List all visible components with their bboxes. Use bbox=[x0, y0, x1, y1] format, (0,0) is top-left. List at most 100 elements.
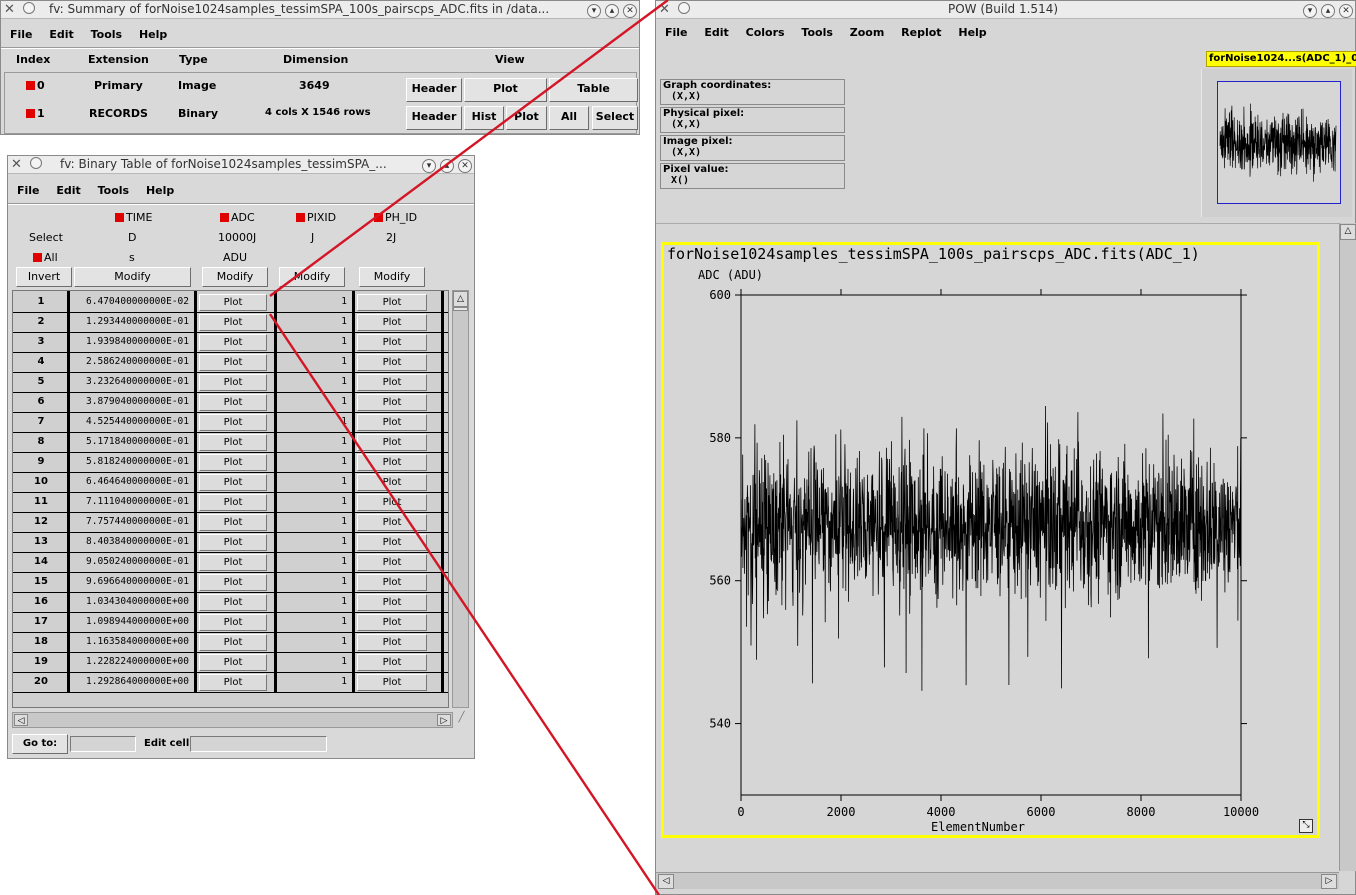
adc-plot-button[interactable]: Plot bbox=[199, 314, 267, 331]
select-all[interactable]: All bbox=[33, 251, 58, 264]
row-index[interactable]: 11 bbox=[34, 496, 48, 507]
time-cell[interactable]: 1.163584000000E+00 bbox=[86, 636, 189, 647]
menu-colors[interactable]: Colors bbox=[745, 26, 785, 39]
pixid-cell[interactable]: 1 bbox=[341, 316, 347, 327]
row1-plot-button[interactable]: Plot bbox=[506, 106, 547, 130]
edit-cell-input[interactable] bbox=[190, 736, 327, 752]
thumbnail-plot[interactable] bbox=[1217, 81, 1341, 204]
pixid-cell[interactable]: 1 bbox=[341, 356, 347, 367]
time-cell[interactable]: 7.757440000000E-01 bbox=[86, 516, 189, 527]
menu-tools[interactable]: Tools bbox=[97, 184, 130, 197]
menu-edit[interactable]: Edit bbox=[49, 28, 74, 41]
row-index[interactable]: 19 bbox=[34, 656, 48, 667]
scroll-right-icon[interactable]: ▷ bbox=[1321, 874, 1337, 889]
pixid-cell[interactable]: 1 bbox=[341, 616, 347, 627]
phid-plot-button[interactable]: Plot bbox=[357, 474, 427, 491]
row-index[interactable]: 3 bbox=[37, 336, 45, 347]
scroll-left-icon[interactable]: ◁ bbox=[658, 874, 674, 889]
adc-plot-button[interactable]: Plot bbox=[199, 594, 267, 611]
adc-plot-button[interactable]: Plot bbox=[199, 674, 267, 691]
row0-plot-button[interactable]: Plot bbox=[464, 78, 547, 102]
time-cell[interactable]: 1.939840000000E-01 bbox=[86, 336, 189, 347]
row-index[interactable]: 13 bbox=[34, 536, 48, 547]
column-checkbox[interactable] bbox=[296, 213, 305, 222]
row-index[interactable]: 1 bbox=[37, 296, 45, 307]
adc-plot-button[interactable]: Plot bbox=[199, 574, 267, 591]
phid-plot-button[interactable]: Plot bbox=[357, 414, 427, 431]
sticky-icon[interactable] bbox=[30, 157, 42, 169]
adc-plot-button[interactable]: Plot bbox=[199, 494, 267, 511]
row-index[interactable]: 10 bbox=[34, 476, 48, 487]
goto-input[interactable] bbox=[70, 736, 136, 752]
phid-plot-button[interactable]: Plot bbox=[357, 674, 427, 691]
time-cell[interactable]: 2.586240000000E-01 bbox=[86, 356, 189, 367]
pixid-cell[interactable]: 1 bbox=[341, 656, 347, 667]
vertical-scrollbar[interactable]: △ bbox=[1339, 223, 1356, 871]
graph-frame[interactable]: forNoise1024samples_tessimSPA_100s_pairs… bbox=[661, 242, 1320, 838]
row-index[interactable]: 12 bbox=[34, 516, 48, 527]
menu-tools[interactable]: Tools bbox=[801, 26, 833, 39]
pixid-cell[interactable]: 1 bbox=[341, 456, 347, 467]
adc-plot-button[interactable]: Plot bbox=[199, 454, 267, 471]
row1-select-button[interactable]: Select bbox=[592, 106, 638, 130]
pixid-cell[interactable]: 1 bbox=[341, 416, 347, 427]
time-cell[interactable]: 6.464640000000E-01 bbox=[86, 476, 189, 487]
phid-plot-button[interactable]: Plot bbox=[357, 634, 427, 651]
pixid-cell[interactable]: 1 bbox=[341, 476, 347, 487]
row0-table-button[interactable]: Table bbox=[549, 78, 638, 102]
row1-hist-button[interactable]: Hist bbox=[464, 106, 504, 130]
modify-time-button[interactable]: Modify bbox=[74, 267, 191, 287]
row-index[interactable]: 2 bbox=[37, 316, 45, 327]
row-index[interactable]: 5 bbox=[37, 376, 45, 387]
scroll-up-icon[interactable]: △ bbox=[1340, 224, 1356, 240]
phid-plot-button[interactable]: Plot bbox=[357, 354, 427, 371]
close-icon[interactable]: ✕ bbox=[458, 159, 472, 173]
select-all-checkbox[interactable] bbox=[33, 253, 42, 262]
col-pixid-name[interactable]: PIXID bbox=[296, 211, 336, 224]
adc-plot-button[interactable]: Plot bbox=[199, 434, 267, 451]
time-cell[interactable]: 8.403840000000E-01 bbox=[86, 536, 189, 547]
invert-button[interactable]: Invert bbox=[16, 267, 72, 287]
phid-plot-button[interactable]: Plot bbox=[357, 334, 427, 351]
menu-help[interactable]: Help bbox=[145, 184, 175, 197]
time-cell[interactable]: 1.293440000000E-01 bbox=[86, 316, 189, 327]
minimize-icon[interactable]: ▾ bbox=[587, 4, 601, 18]
row-index[interactable]: 15 bbox=[34, 576, 48, 587]
adc-plot-button[interactable]: Plot bbox=[199, 554, 267, 571]
phid-plot-button[interactable]: Plot bbox=[357, 514, 427, 531]
adc-plot-button[interactable]: Plot bbox=[199, 394, 267, 411]
adc-plot-button[interactable]: Plot bbox=[199, 654, 267, 671]
sticky-icon[interactable] bbox=[678, 2, 690, 14]
column-checkbox[interactable] bbox=[220, 213, 229, 222]
menu-replot[interactable]: Replot bbox=[901, 26, 942, 39]
time-cell[interactable]: 6.470400000000E-02 bbox=[86, 296, 189, 307]
phid-plot-button[interactable]: Plot bbox=[357, 534, 427, 551]
time-cell[interactable]: 3.879040000000E-01 bbox=[86, 396, 189, 407]
phid-plot-button[interactable]: Plot bbox=[357, 434, 427, 451]
modify-adc-button[interactable]: Modify bbox=[202, 267, 268, 287]
menu-edit[interactable]: Edit bbox=[704, 26, 729, 39]
row-index[interactable]: 20 bbox=[34, 676, 48, 687]
adc-plot-button[interactable]: Plot bbox=[199, 334, 267, 351]
thumbnail-panel[interactable] bbox=[1201, 69, 1352, 217]
modify-pixid-button[interactable]: Modify bbox=[279, 267, 345, 287]
col-time-name[interactable]: TIME bbox=[115, 211, 152, 224]
menu-zoom[interactable]: Zoom bbox=[849, 26, 885, 39]
menu-tools[interactable]: Tools bbox=[90, 28, 123, 41]
adc-line-chart[interactable]: 0 2000 4000 6000 8000 10000 540 560 580 600 bbox=[664, 265, 1304, 825]
menu-file[interactable]: File bbox=[10, 28, 33, 41]
pixid-cell[interactable]: 1 bbox=[341, 576, 347, 587]
selection-checkbox[interactable] bbox=[26, 81, 35, 90]
time-cell[interactable]: 1.292864000000E+00 bbox=[86, 676, 189, 687]
row-index[interactable]: 16 bbox=[34, 596, 48, 607]
row0-index[interactable]: 0 bbox=[26, 79, 45, 92]
goto-button[interactable]: Go to: bbox=[12, 734, 68, 754]
adc-plot-button[interactable]: Plot bbox=[199, 614, 267, 631]
pixid-cell[interactable]: 1 bbox=[341, 596, 347, 607]
row-index[interactable]: 7 bbox=[37, 416, 45, 427]
resize-icon[interactable]: ⤡ bbox=[1299, 819, 1313, 833]
pixid-cell[interactable]: 1 bbox=[341, 556, 347, 567]
pixid-cell[interactable]: 1 bbox=[341, 376, 347, 387]
phid-plot-button[interactable]: Plot bbox=[357, 494, 427, 511]
time-cell[interactable]: 1.098944000000E+00 bbox=[86, 616, 189, 627]
